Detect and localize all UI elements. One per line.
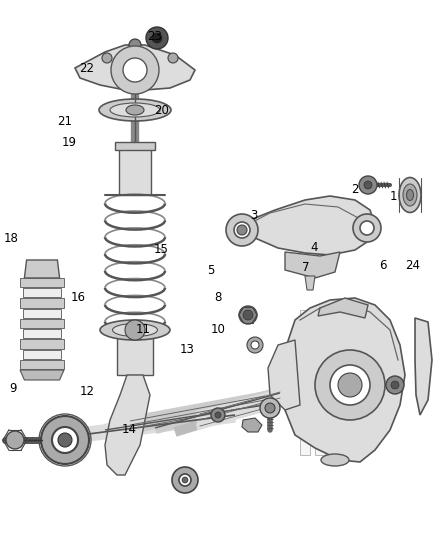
Ellipse shape (99, 99, 171, 121)
Polygon shape (415, 318, 432, 415)
Text: 2: 2 (351, 183, 359, 196)
Circle shape (265, 403, 275, 413)
Text: 19: 19 (62, 136, 77, 149)
Polygon shape (20, 298, 64, 308)
Polygon shape (242, 418, 262, 432)
Polygon shape (75, 45, 195, 90)
Circle shape (182, 477, 188, 483)
Polygon shape (300, 310, 310, 455)
Text: 16: 16 (71, 291, 85, 304)
Circle shape (338, 373, 362, 397)
Polygon shape (25, 260, 60, 278)
Polygon shape (23, 288, 61, 297)
Polygon shape (23, 350, 61, 359)
Polygon shape (235, 196, 375, 255)
Text: 22: 22 (79, 62, 94, 75)
Circle shape (179, 474, 191, 486)
Circle shape (247, 337, 263, 353)
Circle shape (125, 320, 145, 340)
Text: 11: 11 (136, 323, 151, 336)
Circle shape (386, 376, 404, 394)
Ellipse shape (110, 103, 160, 117)
Polygon shape (23, 309, 61, 318)
Circle shape (360, 221, 374, 235)
Polygon shape (115, 142, 155, 150)
Text: 24: 24 (405, 259, 420, 272)
Ellipse shape (321, 454, 349, 466)
Text: 6: 6 (379, 259, 387, 272)
Circle shape (41, 416, 89, 464)
Circle shape (6, 431, 24, 449)
Circle shape (111, 46, 159, 94)
Polygon shape (20, 370, 64, 380)
Ellipse shape (126, 105, 144, 115)
Polygon shape (345, 310, 355, 455)
Circle shape (315, 350, 385, 420)
Text: 20: 20 (154, 104, 169, 117)
Circle shape (152, 33, 162, 43)
Polygon shape (117, 330, 153, 375)
Circle shape (52, 427, 78, 453)
Polygon shape (20, 360, 64, 369)
Ellipse shape (113, 324, 158, 336)
Text: 3: 3 (251, 209, 258, 222)
Text: 12: 12 (79, 385, 94, 398)
Text: 14: 14 (122, 423, 137, 435)
Polygon shape (318, 298, 368, 318)
Text: 13: 13 (180, 343, 195, 356)
Polygon shape (315, 310, 325, 455)
Polygon shape (330, 310, 340, 455)
Circle shape (243, 310, 253, 320)
Text: 4: 4 (311, 241, 318, 254)
Text: 23: 23 (147, 30, 162, 43)
Circle shape (215, 412, 221, 418)
Polygon shape (105, 375, 150, 475)
Polygon shape (305, 276, 315, 290)
Ellipse shape (100, 320, 170, 340)
Circle shape (211, 408, 225, 422)
Circle shape (239, 306, 257, 324)
Polygon shape (20, 319, 64, 328)
Circle shape (234, 222, 250, 238)
Text: 21: 21 (57, 115, 72, 128)
Circle shape (146, 27, 168, 49)
Polygon shape (20, 278, 64, 287)
Circle shape (251, 341, 259, 349)
Text: 9: 9 (9, 382, 17, 394)
Text: 1: 1 (389, 190, 397, 203)
Text: 7: 7 (302, 261, 310, 274)
Circle shape (391, 381, 399, 389)
Ellipse shape (406, 190, 413, 200)
Text: 18: 18 (4, 232, 18, 245)
Ellipse shape (399, 177, 421, 213)
Text: 10: 10 (211, 323, 226, 336)
Ellipse shape (403, 184, 417, 206)
Circle shape (168, 53, 178, 63)
Polygon shape (285, 252, 340, 278)
Text: 5: 5 (208, 264, 215, 277)
Circle shape (102, 53, 112, 63)
Text: 15: 15 (154, 243, 169, 256)
Polygon shape (268, 340, 300, 410)
Circle shape (353, 214, 381, 242)
Circle shape (359, 176, 377, 194)
Circle shape (123, 58, 147, 82)
Polygon shape (20, 340, 64, 349)
Circle shape (364, 181, 372, 189)
Polygon shape (285, 298, 405, 462)
Circle shape (129, 39, 141, 51)
Circle shape (237, 225, 247, 235)
Circle shape (226, 214, 258, 246)
Text: 8: 8 (215, 291, 222, 304)
Circle shape (260, 398, 280, 418)
Circle shape (330, 365, 370, 405)
Circle shape (172, 467, 198, 493)
Polygon shape (23, 329, 61, 338)
Circle shape (58, 433, 72, 447)
Polygon shape (119, 145, 151, 195)
